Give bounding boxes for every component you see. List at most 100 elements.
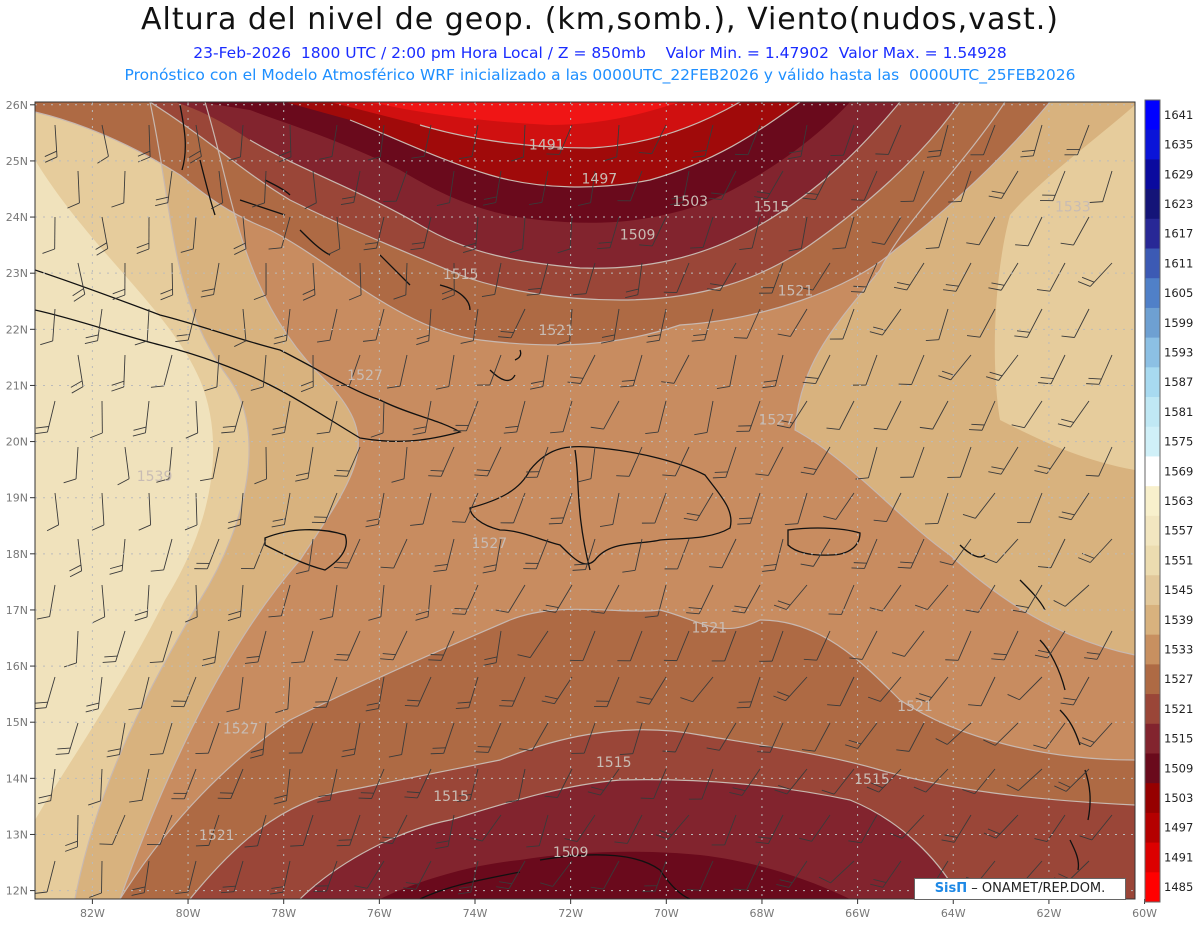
wind-barb-feather xyxy=(693,333,707,337)
wind-barb-feather xyxy=(55,753,69,755)
wind-barb-staff xyxy=(616,124,620,157)
wind-barb-feather xyxy=(662,750,676,753)
wind-barb-feather xyxy=(803,658,817,661)
wind-barb-feather xyxy=(428,475,442,477)
colorbar-label: 1545 xyxy=(1164,583,1193,597)
wind-barb-feather xyxy=(406,791,420,794)
lat-label: 15N xyxy=(6,716,28,729)
wind-barb-feather xyxy=(42,248,55,254)
wind-barb-feather xyxy=(368,616,382,621)
wind-barb-feather xyxy=(897,566,911,569)
wind-barb-feather xyxy=(370,432,384,438)
wind-barb-staff xyxy=(207,722,220,754)
wind-barb-feather xyxy=(342,748,356,752)
colorbar-label: 1611 xyxy=(1164,256,1193,270)
wind-barb-feather xyxy=(227,524,241,529)
wind-barb-feather xyxy=(35,701,48,704)
wind-barb-feather xyxy=(799,837,812,842)
wind-barb-feather xyxy=(671,196,685,200)
wind-barb-feather xyxy=(557,340,570,346)
wind-barb-staff xyxy=(932,400,949,430)
wind-barb-feather xyxy=(495,609,509,613)
wind-barb-feather xyxy=(364,242,378,245)
wind-barb-feather xyxy=(37,800,51,805)
wind-barb-feather xyxy=(511,156,524,162)
wind-barb-feather xyxy=(72,288,84,297)
longitude-labels: 82W 80W 78W 76W 74W 72W 70W 68W 66W 64W 62W 60W xyxy=(80,899,1157,920)
wind-barb-staff xyxy=(287,676,291,709)
wind-barb-feather xyxy=(416,340,429,346)
wind-barb-feather xyxy=(393,294,406,300)
wind-barb-feather xyxy=(428,659,442,661)
wind-barb-feather xyxy=(590,886,604,890)
wind-barb-feather xyxy=(1061,511,1075,516)
wind-barb-feather xyxy=(1078,557,1091,563)
wind-barb-feather xyxy=(1037,465,1051,470)
wind-barb-staff xyxy=(612,492,620,525)
colorbar-label: 1497 xyxy=(1164,821,1193,835)
wind-barb-feather xyxy=(271,886,285,889)
lon-label: 62W xyxy=(1036,907,1061,920)
wind-barb-feather xyxy=(988,195,1002,199)
wind-barb-feather xyxy=(430,654,444,656)
lat-label: 22N xyxy=(6,323,28,336)
wind-barb-staff xyxy=(405,262,408,295)
colorbar-swatch xyxy=(1145,129,1160,160)
wind-barb-staff xyxy=(401,722,408,755)
wind-barb-staff xyxy=(1045,722,1066,749)
wind-barb-feather xyxy=(411,155,425,159)
wind-barb-feather xyxy=(499,705,513,707)
wind-barb-staff xyxy=(123,170,126,203)
wind-barb-feather xyxy=(63,478,77,484)
wind-barb-feather xyxy=(548,148,562,150)
wind-barb-staff xyxy=(54,492,60,525)
contour-label: 1491 xyxy=(529,138,565,154)
colorbar-swatch xyxy=(1145,515,1160,547)
wind-barb-feather xyxy=(403,887,417,890)
wind-barb-feather xyxy=(136,248,150,254)
wind-barb-staff xyxy=(959,446,972,478)
wind-barb-feather xyxy=(102,661,116,663)
wind-barb-feather xyxy=(457,799,471,802)
wind-barb-feather xyxy=(111,202,124,208)
wind-barb-feather xyxy=(35,426,49,429)
wind-barb-feather xyxy=(519,748,533,752)
contour-label: 1527 xyxy=(223,721,259,737)
wind-barb-feather xyxy=(873,879,887,884)
wind-barb-staff xyxy=(101,584,106,617)
wind-barb-feather xyxy=(341,754,355,758)
wind-barb-feather xyxy=(711,192,725,195)
wind-barb-staff xyxy=(699,860,714,891)
wind-barb-staff xyxy=(112,814,126,845)
wind-barb-staff xyxy=(1029,492,1043,523)
wind-barb-feather xyxy=(483,564,497,568)
wind-barb-feather xyxy=(436,386,449,390)
wind-barb-staff xyxy=(974,768,996,795)
wind-barb-feather xyxy=(541,700,555,705)
wind-barb-feather xyxy=(1012,609,1026,613)
wind-barb-staff xyxy=(751,216,761,249)
wind-barb-feather xyxy=(111,380,125,386)
wind-barb-feather xyxy=(784,523,798,526)
wind-barb-feather xyxy=(482,202,496,206)
colorbar-label: 1605 xyxy=(1164,286,1193,300)
wind-barb-staff xyxy=(187,860,197,893)
wind-barb-feather xyxy=(777,600,791,606)
colorbar: 1641 1635 1629 1623 1617 1611 1605 1599 1593 1587… xyxy=(1144,99,1193,903)
wind-barb-staff xyxy=(746,860,761,891)
wind-barb-staff xyxy=(301,722,314,754)
wind-barb-feather xyxy=(290,845,304,847)
wind-barb-staff xyxy=(195,400,199,433)
wind-barb-feather xyxy=(773,695,786,702)
wind-barb-feather xyxy=(802,197,816,200)
wind-barb-staff xyxy=(303,630,314,662)
wind-barb-feather xyxy=(510,248,523,254)
wind-barb-feather xyxy=(391,478,405,483)
wind-barb-feather xyxy=(805,376,819,379)
wind-barb-feather xyxy=(625,294,638,299)
wind-barb-feather xyxy=(1014,335,1028,338)
contour-label: 1515 xyxy=(433,789,469,805)
wind-barb-feather xyxy=(601,340,614,344)
wind-barb-feather xyxy=(271,524,285,528)
wind-barb-staff xyxy=(541,170,549,203)
